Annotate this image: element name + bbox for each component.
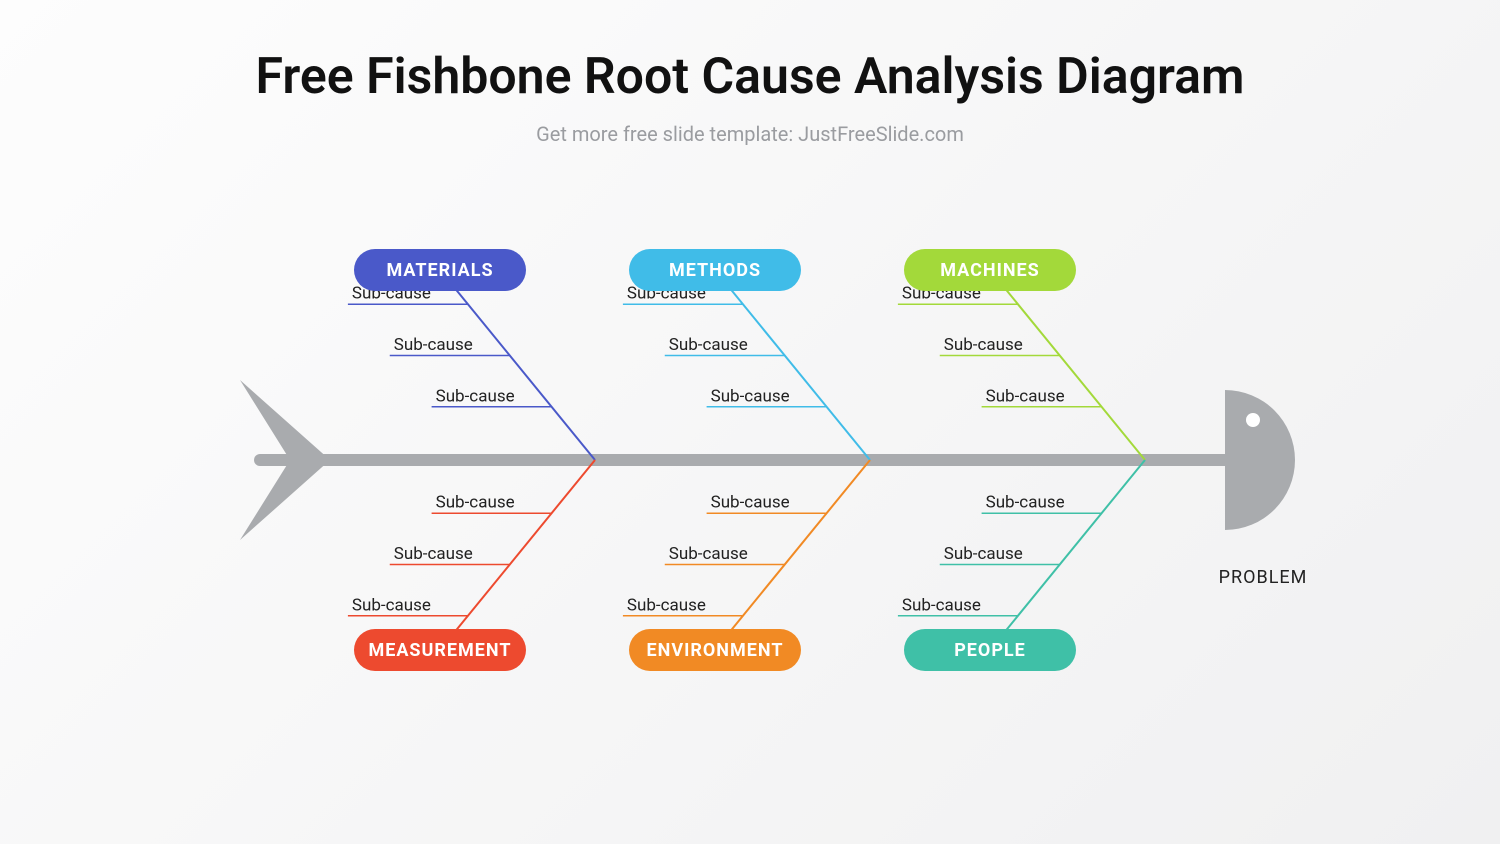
main-bone bbox=[440, 270, 595, 460]
sub-cause-label: Sub-cause bbox=[627, 595, 706, 615]
sub-cause-label: Sub-cause bbox=[902, 595, 981, 615]
fishbone-diagram: PROBLEM Sub-cause Sub-cause Sub-cause MATERI… bbox=[0, 0, 1500, 844]
fish-eye bbox=[1246, 413, 1260, 427]
sub-cause-label: Sub-cause bbox=[944, 544, 1023, 564]
category-label: MATERIALS bbox=[386, 260, 493, 281]
category-label: PEOPLE bbox=[954, 640, 1026, 661]
category-label: MEASUREMENT bbox=[368, 640, 511, 661]
sub-cause-label: Sub-cause bbox=[394, 335, 473, 355]
sub-cause-label: Sub-cause bbox=[669, 335, 748, 355]
category-label: METHODS bbox=[669, 260, 761, 281]
category-label: MACHINES bbox=[940, 260, 1040, 281]
main-bone bbox=[990, 270, 1145, 460]
fish-head bbox=[1225, 390, 1295, 530]
sub-cause-label: Sub-cause bbox=[711, 386, 790, 406]
problem-label: PROBLEM bbox=[1219, 567, 1308, 588]
sub-cause-label: Sub-cause bbox=[986, 493, 1065, 513]
sub-cause-label: Sub-cause bbox=[436, 493, 515, 513]
category-label: ENVIRONMENT bbox=[647, 640, 784, 661]
sub-cause-label: Sub-cause bbox=[352, 595, 431, 615]
sub-cause-label: Sub-cause bbox=[669, 544, 748, 564]
sub-cause-label: Sub-cause bbox=[394, 544, 473, 564]
sub-cause-label: Sub-cause bbox=[986, 386, 1065, 406]
sub-cause-label: Sub-cause bbox=[944, 335, 1023, 355]
sub-cause-label: Sub-cause bbox=[436, 386, 515, 406]
sub-cause-label: Sub-cause bbox=[711, 493, 790, 513]
main-bone bbox=[715, 270, 870, 460]
